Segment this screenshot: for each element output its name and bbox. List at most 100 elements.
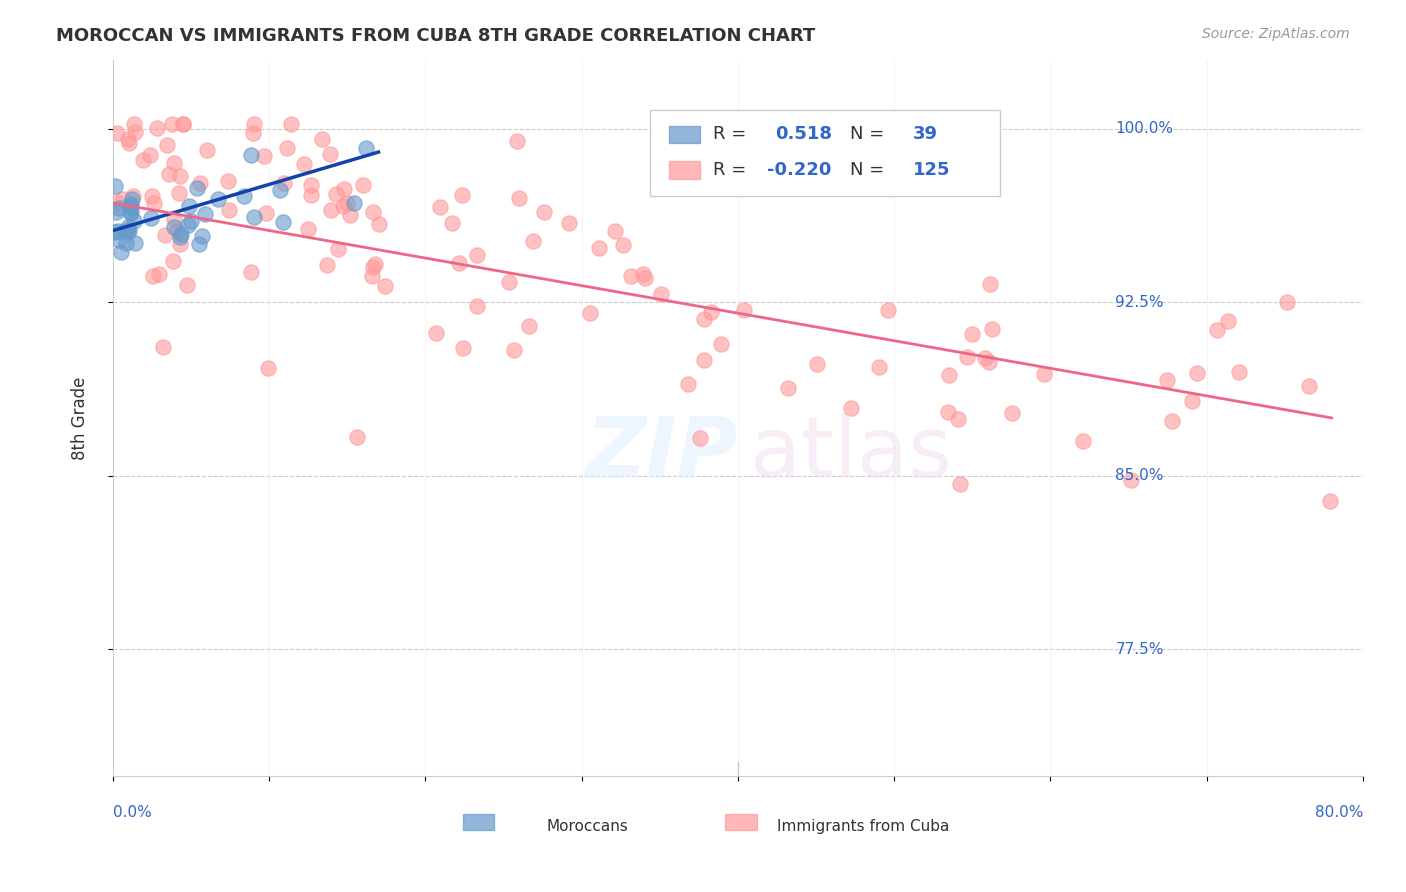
Point <box>271 215 294 229</box>
Point <box>273 176 295 190</box>
Point <box>533 204 555 219</box>
Text: 100.0%: 100.0% <box>1115 121 1174 136</box>
Point <box>319 146 342 161</box>
Point <box>169 237 191 252</box>
Text: atlas: atlas <box>751 413 952 494</box>
Point <box>363 205 385 219</box>
Bar <box>669 126 700 144</box>
Point <box>153 228 176 243</box>
Point <box>243 211 266 225</box>
Point <box>360 269 382 284</box>
Point <box>839 401 862 415</box>
Text: 77.5%: 77.5% <box>1115 641 1164 657</box>
Point <box>156 137 179 152</box>
Point <box>162 254 184 268</box>
Point <box>166 224 188 238</box>
Point <box>108 201 131 215</box>
Point <box>120 201 142 215</box>
Point <box>453 341 475 355</box>
Point <box>332 199 354 213</box>
Point <box>240 265 263 279</box>
Point <box>498 276 520 290</box>
Text: R =: R = <box>713 125 747 143</box>
Point <box>152 340 174 354</box>
Point <box>110 244 132 259</box>
Text: 125: 125 <box>912 161 950 179</box>
Point <box>352 178 374 192</box>
Point <box>159 168 181 182</box>
Point <box>146 120 169 135</box>
Point <box>508 191 530 205</box>
Point <box>1216 314 1239 328</box>
Text: Source: ZipAtlas.com: Source: ZipAtlas.com <box>1202 27 1350 41</box>
Point <box>316 258 339 272</box>
Point <box>676 377 699 392</box>
Point <box>104 179 127 194</box>
Point <box>522 234 544 248</box>
Text: 80.0%: 80.0% <box>1315 805 1362 820</box>
Point <box>962 326 984 341</box>
Point <box>179 199 201 213</box>
Point <box>188 176 211 190</box>
Point <box>868 360 890 375</box>
Point <box>336 195 359 210</box>
Point <box>332 182 354 196</box>
Point <box>361 260 384 274</box>
Bar <box>725 814 756 830</box>
Bar <box>463 814 494 830</box>
Point <box>1161 414 1184 428</box>
Point <box>132 153 155 168</box>
Point <box>693 312 716 326</box>
Text: N =: N = <box>851 161 884 179</box>
Point <box>354 141 377 155</box>
Text: Moroccans: Moroccans <box>547 819 628 834</box>
Point <box>186 181 208 195</box>
Point <box>276 141 298 155</box>
Point <box>122 117 145 131</box>
Point <box>176 278 198 293</box>
Point <box>124 213 146 227</box>
Point <box>207 192 229 206</box>
Point <box>1032 367 1054 381</box>
Point <box>440 216 463 230</box>
Point <box>120 206 142 220</box>
Point <box>169 229 191 244</box>
Point <box>257 360 280 375</box>
Point <box>465 248 488 262</box>
Point <box>693 352 716 367</box>
Point <box>299 178 322 192</box>
Point <box>631 267 654 281</box>
Point <box>141 268 163 283</box>
Point <box>167 186 190 200</box>
Point <box>364 257 387 271</box>
Text: 85.0%: 85.0% <box>1115 468 1164 483</box>
Text: R =: R = <box>713 161 747 179</box>
Point <box>117 226 139 240</box>
Bar <box>669 161 700 179</box>
Point <box>981 322 1004 336</box>
Point <box>163 220 186 235</box>
Point <box>105 194 128 209</box>
Point <box>700 305 723 319</box>
Point <box>239 148 262 162</box>
Point <box>733 303 755 318</box>
Point <box>1185 366 1208 380</box>
Point <box>612 237 634 252</box>
Point <box>1275 294 1298 309</box>
Point <box>269 183 291 197</box>
Point <box>709 337 731 351</box>
Point <box>114 236 136 251</box>
Point <box>465 299 488 313</box>
Text: ZIP: ZIP <box>585 413 738 494</box>
Point <box>325 186 347 201</box>
Point <box>979 277 1001 291</box>
Point <box>160 117 183 131</box>
Point <box>218 203 240 218</box>
Text: Immigrants from Cuba: Immigrants from Cuba <box>776 819 949 834</box>
Point <box>141 189 163 203</box>
Point <box>254 206 277 220</box>
Point <box>1227 365 1250 379</box>
FancyBboxPatch shape <box>651 110 1001 195</box>
Point <box>112 192 135 206</box>
Text: MOROCCAN VS IMMIGRANTS FROM CUBA 8TH GRADE CORRELATION CHART: MOROCCAN VS IMMIGRANTS FROM CUBA 8TH GRA… <box>56 27 815 45</box>
